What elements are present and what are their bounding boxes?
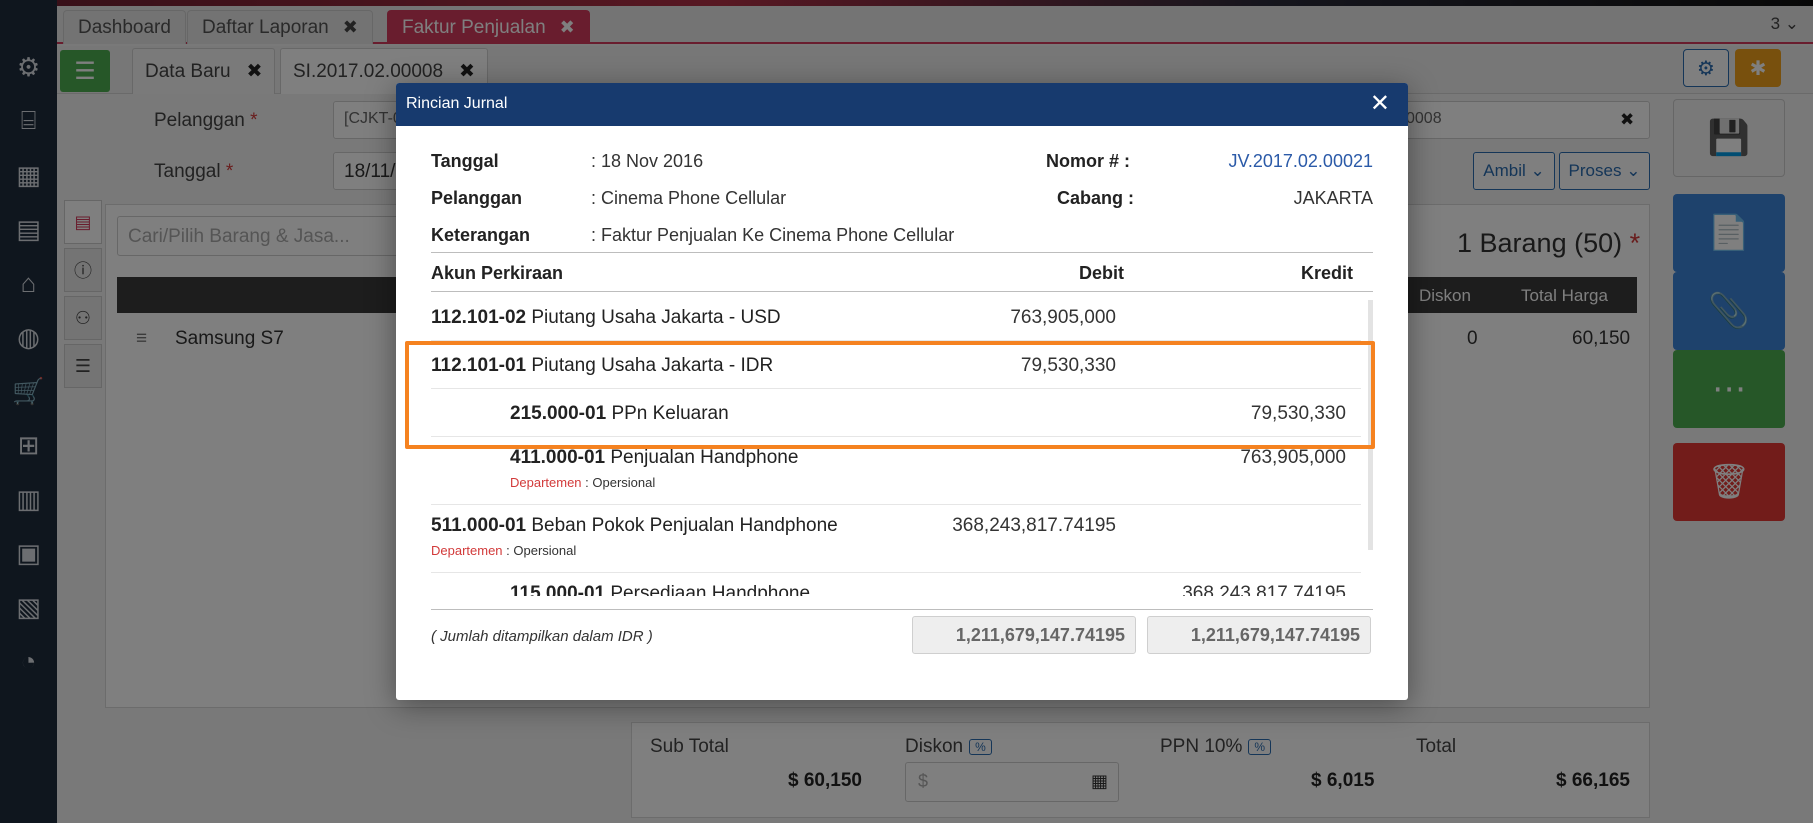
- total-debit-box: 1,211,679,147.74195: [912, 616, 1136, 654]
- debit-value: 368,243,817.74195: [952, 515, 1116, 536]
- account: 411.000-01 Penjualan Handphone: [510, 447, 798, 469]
- divider: [431, 291, 1373, 292]
- account: 112.101-01 Piutang Usaha Jakarta - IDR: [431, 355, 773, 377]
- credit-value: 79,530,330: [1250, 403, 1346, 424]
- account: 112.101-02 Piutang Usaha Jakarta - USD: [431, 307, 781, 329]
- account: 115.000-01 Persediaan Handphone: [510, 583, 810, 596]
- tanggal-value: : 18 Nov 2016: [591, 151, 704, 171]
- journal-row: 215.000-01 PPn Keluaran 79,530,330: [431, 389, 1361, 437]
- column-kredit: Kredit: [1301, 263, 1354, 283]
- cabang-label: Cabang :: [1057, 188, 1135, 208]
- account-code: 215.000-01: [510, 403, 607, 424]
- divider: [431, 252, 1373, 253]
- total-credit-box: 1,211,679,147.74195: [1147, 616, 1371, 654]
- debit-value: 79,530,330: [1020, 355, 1116, 376]
- account-name: Beban Pokok Penjualan Handphone: [531, 515, 838, 536]
- keterangan-label: Keterangan: [431, 225, 531, 245]
- journal-row: 511.000-01 Beban Pokok Penjualan Handpho…: [431, 505, 1361, 573]
- journal-row: 411.000-01 Penjualan Handphone 763,905,0…: [431, 437, 1361, 505]
- account-name: Piutang Usaha Jakarta - IDR: [531, 355, 774, 376]
- account-code: 411.000-01: [510, 447, 606, 468]
- keterangan-value: : Faktur Penjualan Ke Cinema Phone Cellu…: [591, 225, 955, 245]
- modal-title: Rincian Jurnal: [406, 95, 508, 112]
- debit-value: 763,905,000: [1010, 307, 1116, 328]
- account-code: 115.000-01: [510, 583, 606, 596]
- journal-row: 115.000-01 Persediaan Handphone 368,243,…: [431, 573, 1361, 596]
- pelanggan-value: : Cinema Phone Cellular: [591, 188, 787, 208]
- journal-row: 112.101-01 Piutang Usaha Jakarta - IDR 7…: [431, 341, 1361, 389]
- account: 215.000-01 PPn Keluaran: [510, 403, 729, 425]
- department-value: : Opersional: [502, 543, 577, 558]
- nomor-link[interactable]: JV.2017.02.00021: [1228, 151, 1373, 171]
- account-name: Piutang Usaha Jakarta - USD: [531, 307, 781, 328]
- account-code: 112.101-02: [431, 307, 527, 328]
- journal-detail-modal: Rincian Jurnal ✕ Tanggal : 18 Nov 2016 P…: [396, 83, 1408, 700]
- credit-value: 368,243,817.74195: [1182, 583, 1346, 596]
- account: 511.000-01 Beban Pokok Penjualan Handpho…: [431, 515, 838, 537]
- cabang-value: JAKARTA: [1293, 188, 1373, 208]
- journal-row: 112.101-02 Piutang Usaha Jakarta - USD 7…: [431, 293, 1361, 341]
- department: Departemen : Opersional: [510, 475, 655, 490]
- currency-note: ( Jumlah ditampilkan dalam IDR ): [431, 628, 653, 645]
- account-name: Persediaan Handphone: [610, 583, 811, 596]
- pelanggan-label: Pelanggan: [431, 188, 523, 208]
- divider: [431, 609, 1373, 610]
- scrollbar[interactable]: [1368, 300, 1373, 550]
- nomor-label: Nomor # :: [1046, 151, 1131, 171]
- department: Departemen : Opersional: [431, 543, 576, 558]
- close-icon[interactable]: ✕: [1369, 90, 1390, 117]
- account-code: 112.101-01: [431, 355, 527, 376]
- tanggal-label: Tanggal: [431, 151, 499, 171]
- column-debit: Debit: [1079, 263, 1124, 283]
- journal-rows: 112.101-02 Piutang Usaha Jakarta - USD 7…: [431, 283, 1373, 596]
- department-label: Departemen: [510, 475, 582, 490]
- department-value: : Opersional: [581, 475, 656, 490]
- modal-header: Rincian Jurnal ✕: [396, 83, 1408, 126]
- department-label: Departemen: [431, 543, 503, 558]
- column-akun: Akun Perkiraan: [431, 263, 564, 283]
- account-name: Penjualan Handphone: [610, 447, 799, 468]
- account-name: PPn Keluaran: [611, 403, 729, 424]
- credit-value: 763,905,000: [1240, 447, 1346, 468]
- account-code: 511.000-01: [431, 515, 527, 536]
